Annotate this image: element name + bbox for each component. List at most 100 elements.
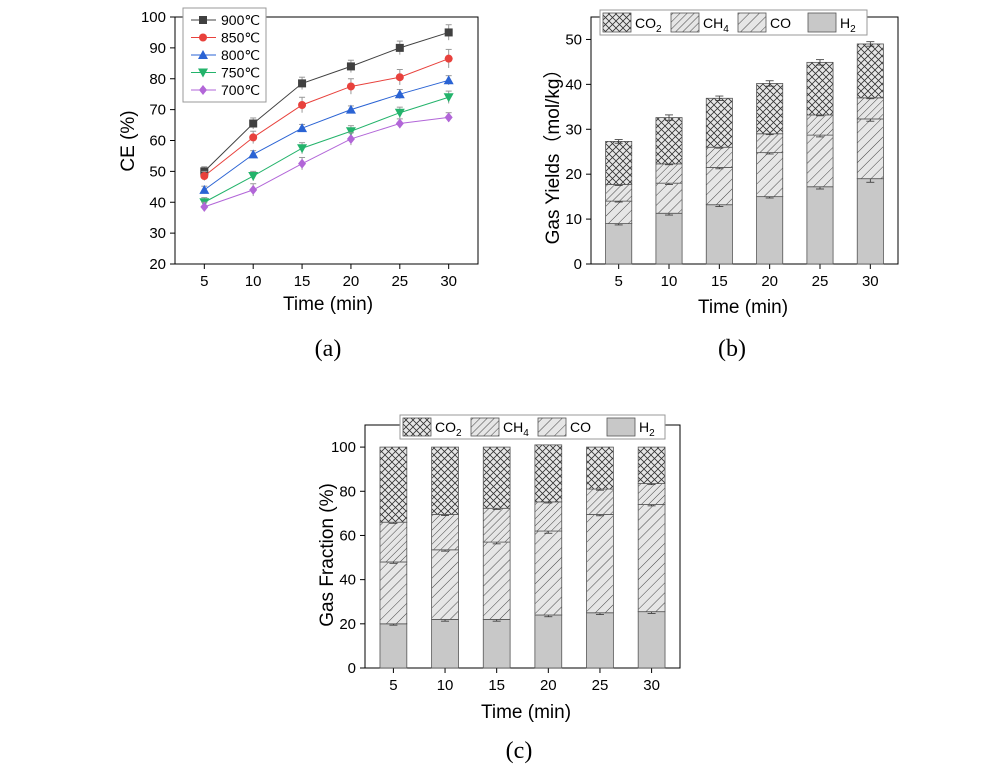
panel-a-data-point [394, 89, 405, 99]
panel-a-x-tick-label: 20 [343, 273, 360, 290]
panel-a-legend-marker [198, 50, 208, 59]
panel-a-y-tick-label: 80 [149, 71, 166, 88]
panel-c-bar-segment [534, 501, 563, 532]
panel-a-data-point [444, 112, 453, 123]
panel-b-bar-segment [705, 146, 733, 168]
panel-a-y-tick-label: 20 [149, 256, 166, 273]
panel-b-bar-segment [705, 97, 733, 148]
panel-a-caption: (a) [315, 336, 342, 362]
panel-b-bar-segment [806, 114, 834, 136]
panel-c-x-tick-label: 20 [540, 677, 557, 694]
panel-b-stacked-bar-chart: Gas Yields（mol/kg） Time (min) (b) 0 10 20 3… [542, 9, 899, 362]
panel-c-bar-segment [431, 549, 459, 620]
panel-c-bar-segment [482, 507, 511, 543]
panel-b-bar-segment [605, 223, 633, 265]
panel-b-plot-frame [590, 16, 899, 265]
panel-c-stacked-bar-chart: Gas Fraction (%) Time (min) (c) 0 20 40 60 8… [317, 414, 681, 764]
panel-a-x-tick-label: 10 [245, 273, 262, 290]
panel-c-y-tick-label: 40 [339, 572, 356, 589]
panel-c-x-tick-label: 15 [488, 677, 505, 694]
panel-c-y-tick-label: 20 [339, 616, 356, 633]
panel-a-data-point [298, 100, 307, 109]
panel-c-x-tick-label: 30 [643, 677, 660, 694]
panel-a-data-point [395, 43, 404, 52]
panel-a-data-point [199, 184, 210, 194]
panel-b-x-tick-label: 10 [661, 273, 678, 290]
panel-b-legend-swatch [737, 12, 767, 33]
panel-a-data-point [394, 108, 405, 118]
panel-a-data-point [443, 93, 454, 103]
panel-b-bar-segment [605, 140, 633, 185]
panel-c-y-tick-label: 60 [339, 527, 356, 544]
panel-b-bar-segment [655, 163, 683, 184]
panel-b-y-tick-label: 0 [574, 256, 582, 273]
panel-b-bar-segment [705, 167, 733, 206]
panel-a-y-axis-label: CE (%) [118, 110, 139, 171]
panel-a-data-point [346, 82, 355, 91]
panel-a-data-point [395, 118, 404, 129]
panel-c-bar-segment [379, 623, 408, 669]
panel-a-x-tick-label: 30 [440, 273, 457, 290]
panel-b-legend-swatch [602, 12, 632, 33]
panel-b-x-tick-label: 15 [711, 273, 728, 290]
panel-a-x-tick-label: 15 [294, 273, 311, 290]
panel-c-bar-segment [482, 446, 511, 509]
panel-c-x-axis-label: Time (min) [481, 702, 571, 723]
panel-b-bar-segment [655, 212, 683, 265]
panel-a-series-line [204, 58, 449, 177]
panel-c-bar-segment [637, 483, 666, 505]
panel-a-x-tick-label: 25 [391, 273, 408, 290]
panel-b-bar-segment [856, 97, 884, 120]
panel-c-bar-segment [431, 619, 459, 669]
panel-b-y-tick-label: 20 [565, 166, 582, 183]
panel-c-bar-segment [637, 504, 666, 613]
panel-b-legend-swatch [670, 12, 700, 33]
panel-a-data-point [248, 172, 259, 182]
panel-a-x-tick-label: 5 [200, 273, 208, 290]
panel-b-bar-segment [856, 178, 884, 265]
panel-b-x-tick-label: 30 [862, 273, 879, 290]
panel-b-bar-segment [705, 204, 733, 265]
panel-c-legend-label: H2 [639, 419, 655, 439]
panel-c-y-tick-label: 100 [331, 439, 356, 456]
panel-c-bar-segment [379, 446, 408, 523]
panel-c-bar-segment [534, 530, 563, 616]
panel-c-caption: (c) [506, 738, 533, 764]
panel-a-data-point [444, 28, 453, 37]
panel-a-data-point [297, 144, 308, 154]
panel-b-y-tick-label: 10 [565, 211, 582, 228]
panel-c-bar-segment [586, 514, 614, 614]
panel-b-legend-swatch [807, 12, 837, 33]
panel-a-legend-label: 900℃ [221, 12, 260, 28]
panel-a-data-point [345, 104, 356, 114]
panel-a-data-point [200, 201, 209, 212]
panel-b-bar-segment [605, 184, 633, 202]
panel-c-legend-label: CH4 [503, 419, 529, 439]
panel-a-data-point [248, 149, 259, 159]
panel-c-x-tick-label: 10 [437, 677, 454, 694]
panel-c-bar-segment [534, 444, 563, 503]
panel-c-bar-segment [586, 488, 614, 515]
panel-a-y-tick-label: 70 [149, 102, 166, 119]
panel-a-series-line [204, 116, 449, 208]
panel-a-series-line [204, 96, 449, 203]
panel-b-bar-segment [756, 83, 784, 135]
panel-b-bar-segment [806, 134, 834, 188]
panel-a-legend-label: 750℃ [221, 65, 260, 81]
panel-b-x-tick-label: 20 [761, 273, 778, 290]
panel-a-legend-marker [199, 33, 207, 42]
panel-b-y-tick-label: 40 [565, 76, 582, 93]
panel-b-x-axis-label: Time (min) [698, 297, 788, 318]
panel-a-data-point [249, 133, 258, 142]
panel-c-bar-segment [637, 611, 666, 669]
panel-c-legend-swatch [606, 417, 636, 437]
panel-c-legend-swatch [470, 417, 500, 437]
panel-a-legend-label: 800℃ [221, 47, 260, 63]
panel-a-y-tick-label: 90 [149, 40, 166, 57]
panel-a-x-axis-label: Time (min) [283, 294, 373, 315]
panel-b-bar-segment [655, 182, 683, 214]
panel-c-bar-segment [586, 612, 614, 669]
panel-c-legend-label: CO2 [435, 419, 462, 439]
panel-b-bar-segment [856, 43, 884, 99]
